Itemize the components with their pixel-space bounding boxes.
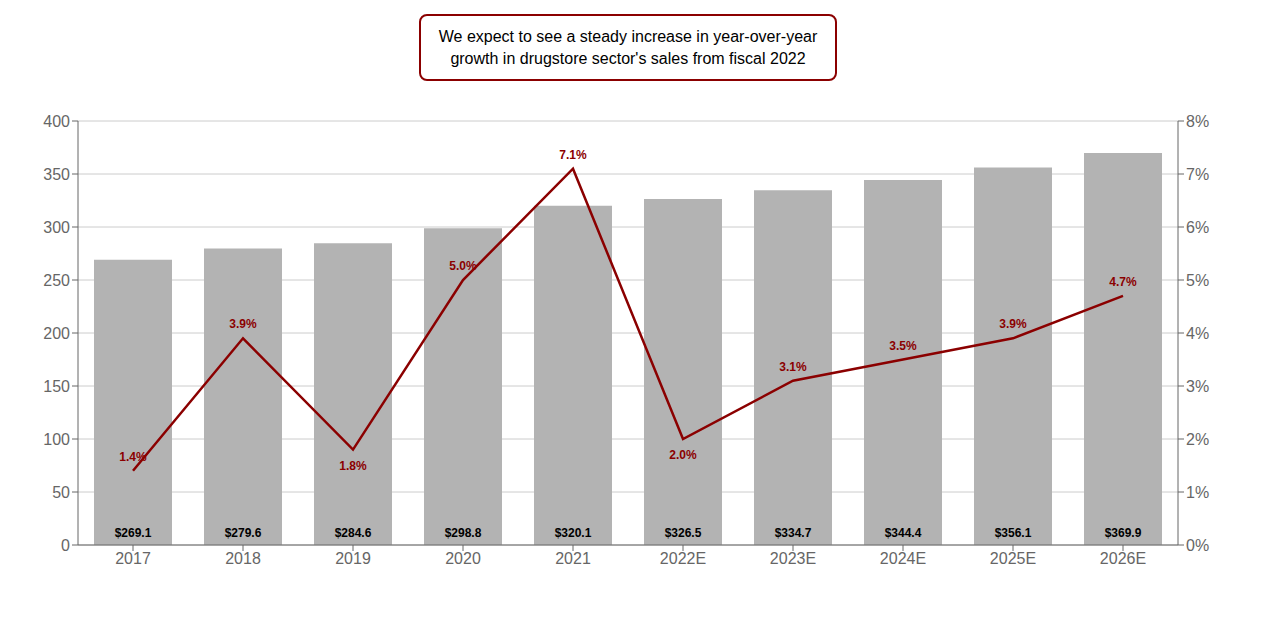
svg-text:1.4%: 1.4% — [119, 450, 147, 464]
svg-text:$326.5: $326.5 — [665, 526, 702, 540]
svg-text:7%: 7% — [1186, 166, 1209, 183]
svg-text:250: 250 — [43, 272, 70, 289]
svg-text:3.9%: 3.9% — [999, 317, 1027, 331]
svg-text:300: 300 — [43, 219, 70, 236]
svg-text:$356.1: $356.1 — [995, 526, 1032, 540]
svg-text:1.8%: 1.8% — [339, 459, 367, 473]
svg-text:200: 200 — [43, 325, 70, 342]
svg-text:2024E: 2024E — [880, 551, 926, 568]
svg-text:2023E: 2023E — [770, 551, 816, 568]
svg-text:6%: 6% — [1186, 219, 1209, 236]
svg-text:150: 150 — [43, 378, 70, 395]
svg-text:2019: 2019 — [335, 551, 371, 568]
svg-text:5.0%: 5.0% — [449, 259, 477, 273]
svg-text:2%: 2% — [1186, 431, 1209, 448]
svg-text:2021: 2021 — [555, 551, 591, 568]
svg-text:$344.4: $344.4 — [885, 526, 922, 540]
svg-text:2017: 2017 — [115, 551, 151, 568]
svg-text:$269.1: $269.1 — [115, 526, 152, 540]
svg-text:350: 350 — [43, 166, 70, 183]
svg-text:$334.7: $334.7 — [775, 526, 812, 540]
svg-text:3.5%: 3.5% — [889, 339, 917, 353]
svg-text:4.7%: 4.7% — [1109, 275, 1137, 289]
svg-text:3%: 3% — [1186, 378, 1209, 395]
svg-text:$369.9: $369.9 — [1105, 526, 1142, 540]
svg-text:2025E: 2025E — [990, 551, 1036, 568]
html-text:We expect to see a steady incr: We expect to see a steady increase in ye… — [438, 28, 818, 67]
svg-text:$284.6: $284.6 — [335, 526, 372, 540]
svg-text:$279.6: $279.6 — [225, 526, 262, 540]
svg-text:3.1%: 3.1% — [779, 360, 807, 374]
svg-text:100: 100 — [43, 431, 70, 448]
svg-text:2018: 2018 — [225, 551, 261, 568]
svg-text:2026E: 2026E — [1100, 551, 1146, 568]
svg-text:4%: 4% — [1186, 325, 1209, 342]
svg-text:400: 400 — [43, 113, 70, 130]
svg-text:50: 50 — [52, 484, 70, 501]
svg-text:2.0%: 2.0% — [669, 448, 697, 462]
svg-text:0: 0 — [61, 537, 70, 554]
svg-text:$320.1: $320.1 — [555, 526, 592, 540]
svg-text:7.1%: 7.1% — [559, 148, 587, 162]
svg-text:1%: 1% — [1186, 484, 1209, 501]
svg-text:5%: 5% — [1186, 272, 1209, 289]
svg-text:0%: 0% — [1186, 537, 1209, 554]
svg-text:3.9%: 3.9% — [229, 317, 257, 331]
svg-text:$298.8: $298.8 — [445, 526, 482, 540]
svg-text:2020: 2020 — [445, 551, 481, 568]
svg-text:2022E: 2022E — [660, 551, 706, 568]
svg-text:8%: 8% — [1186, 113, 1209, 130]
